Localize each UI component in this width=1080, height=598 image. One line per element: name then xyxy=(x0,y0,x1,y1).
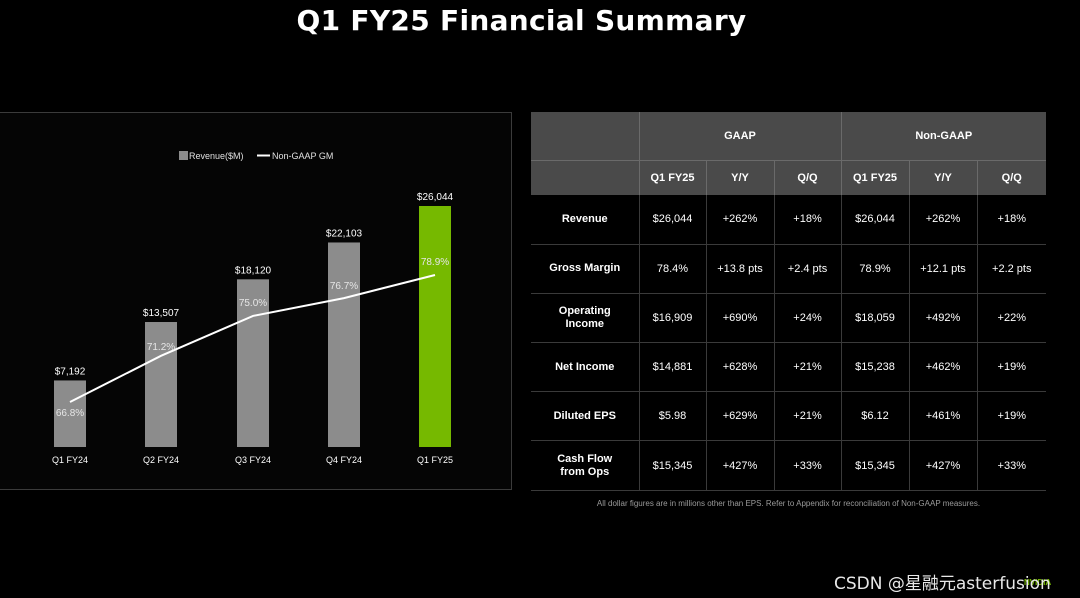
table-cell: +629% xyxy=(706,391,775,442)
page-title: Q1 FY25 Financial Summary xyxy=(296,4,747,37)
gm-point-label: 75.0% xyxy=(239,298,267,309)
table-cell: $14,881 xyxy=(639,342,707,393)
footnote: All dollar figures are in millions other… xyxy=(596,499,981,508)
table-cell: $26,044 xyxy=(639,195,707,245)
gm-point-label: 78.9% xyxy=(421,257,449,268)
table-cell: +21% xyxy=(774,342,842,393)
bar xyxy=(328,242,360,447)
row-label: Operating Income xyxy=(531,293,640,344)
x-tick-label: Q3 FY24 xyxy=(235,455,271,465)
table-cell: +18% xyxy=(977,195,1047,245)
table-cell: $6.12 xyxy=(841,391,910,442)
gm-point-label: 76.7% xyxy=(330,281,358,292)
revenue-chart-svg: $7,192 Q1 FY24 $13,507 Q2 FY24 $18,120 Q3 FY2… xyxy=(52,151,454,465)
row-label: Diluted EPS xyxy=(531,391,640,442)
table-cell: +492% xyxy=(909,293,978,344)
table-cell: +2.4 pts xyxy=(774,244,842,294)
gm-point-label: 66.8% xyxy=(56,408,84,419)
table-cell: +33% xyxy=(977,440,1047,491)
table-cell: +22% xyxy=(977,293,1047,344)
table-cell: +13.8 pts xyxy=(706,244,775,294)
table-cell: $26,044 xyxy=(841,195,910,245)
table-cell: $15,345 xyxy=(841,440,910,491)
table-cell: $5.98 xyxy=(639,391,707,442)
column-header: Q1 FY25 xyxy=(639,159,707,195)
table-cell: +262% xyxy=(706,195,775,245)
bar xyxy=(54,380,86,447)
table-cell: 78.9% xyxy=(841,244,910,294)
column-header: Q/Q xyxy=(977,159,1047,195)
table-cell: +262% xyxy=(909,195,978,245)
column-header: Y/Y xyxy=(909,159,978,195)
table-cell: +462% xyxy=(909,342,978,393)
bar xyxy=(145,322,177,447)
table-cell: +33% xyxy=(774,440,842,491)
bar-value-label: $26,044 xyxy=(417,192,454,203)
table-cell: $16,909 xyxy=(639,293,707,344)
table-row: Net Income $14,881 +628% +21% $15,238 +462% +1… xyxy=(531,342,1047,393)
table-cell: +427% xyxy=(909,440,978,491)
legend-label-revenue: Revenue($M) xyxy=(189,151,244,161)
gm-point-label: 71.2% xyxy=(147,342,175,353)
table-row: Cash Flow from Ops $15,345 +427% +33% $15,34… xyxy=(531,440,1047,491)
row-label: Revenue xyxy=(531,195,640,245)
table-row: Diluted EPS $5.98 +629% +21% $6.12 +461% +19% xyxy=(531,391,1047,442)
table-cell: $15,238 xyxy=(841,342,910,393)
table-cell: $15,345 xyxy=(639,440,707,491)
financial-table-container: GAAP Non-GAAP Q1 FY25 Y/Y Q/Q Q1 FY25 Y/Y Q/Q… xyxy=(531,112,1047,491)
gm-series-line xyxy=(69,274,436,403)
table-row: Revenue $26,044 +262% +18% $26,044 +262% +18% xyxy=(531,195,1047,245)
bar xyxy=(419,206,451,447)
bar xyxy=(237,279,269,447)
x-tick-label: Q1 FY24 xyxy=(52,455,88,465)
bar-value-label: $18,120 xyxy=(235,265,272,276)
row-label: Gross Margin xyxy=(531,244,640,294)
x-tick-label: Q1 FY25 xyxy=(417,455,453,465)
legend-label-gm: Non-GAAP GM xyxy=(272,151,333,161)
nvidia-logo: NVIDIA xyxy=(1024,578,1052,587)
table-cell: +427% xyxy=(706,440,775,491)
group-header-gaap: GAAP xyxy=(639,112,842,160)
bar-value-label: $7,192 xyxy=(55,366,86,377)
table-cell: +12.1 pts xyxy=(909,244,978,294)
table-cell: +24% xyxy=(774,293,842,344)
revenue-chart: $7,192 Q1 FY24 $13,507 Q2 FY24 $18,120 Q3 FY2… xyxy=(0,112,512,490)
table-cell: +19% xyxy=(977,342,1047,393)
table-row: Operating Income $16,909 +690% +24% $18,059 +… xyxy=(531,293,1047,344)
column-header: Q1 FY25 xyxy=(841,159,910,195)
x-tick-label: Q4 FY24 xyxy=(326,455,362,465)
x-tick-label: Q2 FY24 xyxy=(143,455,179,465)
table-row: Gross Margin 78.4% +13.8 pts +2.4 pts 78.9% +… xyxy=(531,244,1047,294)
table-cell: 78.4% xyxy=(639,244,707,294)
bar-value-label: $13,507 xyxy=(143,308,180,319)
column-header: Q/Q xyxy=(774,159,842,195)
table-cell: +461% xyxy=(909,391,978,442)
financial-summary-table: GAAP Non-GAAP Q1 FY25 Y/Y Q/Q Q1 FY25 Y/Y Q/Q… xyxy=(531,112,1047,491)
table-cell: $18,059 xyxy=(841,293,910,344)
table-cell: +690% xyxy=(706,293,775,344)
watermark: CSDN @星融元asterfusion xyxy=(834,574,1051,594)
table-corner-cell-sub xyxy=(531,159,640,195)
table-cell: +628% xyxy=(706,342,775,393)
table-cell: +19% xyxy=(977,391,1047,442)
bar-value-label: $22,103 xyxy=(326,228,363,239)
table-cell: +2.2 pts xyxy=(977,244,1047,294)
table-cell: +18% xyxy=(774,195,842,245)
table-cell: +21% xyxy=(774,391,842,442)
legend-bar-swatch xyxy=(179,151,188,160)
row-label: Net Income xyxy=(531,342,640,393)
table-corner-cell xyxy=(531,112,640,160)
group-header-non-gaap: Non-GAAP xyxy=(841,112,1047,160)
row-label: Cash Flow from Ops xyxy=(531,440,640,491)
column-header: Y/Y xyxy=(706,159,775,195)
